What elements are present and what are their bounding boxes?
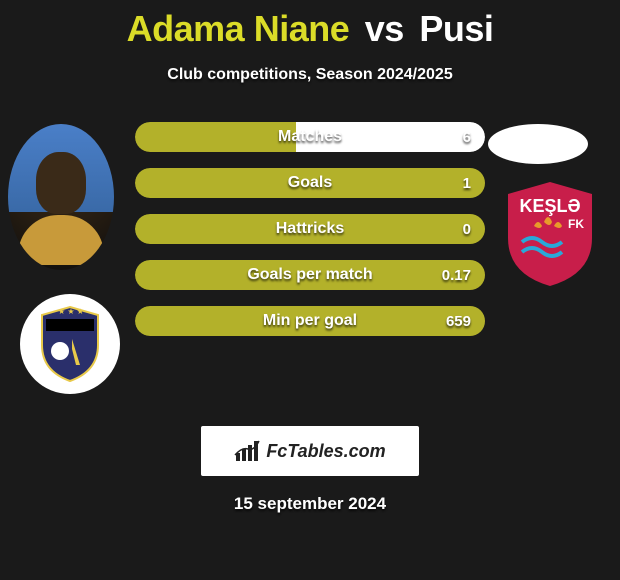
player2-avatar	[488, 124, 588, 164]
svg-text:★ ★ ★: ★ ★ ★	[58, 307, 84, 316]
player2-name: Pusi	[419, 8, 493, 49]
player2-club-crest: KEŞLƏ FK	[500, 174, 600, 294]
brand-text: FcTables.com	[266, 441, 385, 462]
shield-icon: KEŞLƏ FK	[502, 178, 598, 290]
brand-logo-box: FcTables.com	[201, 426, 419, 476]
bar-track	[135, 260, 485, 290]
bar-track	[135, 214, 485, 244]
stat-row: Hattricks0	[135, 214, 485, 244]
stat-row: Goals per match0.17	[135, 260, 485, 290]
subtitle-text: Club competitions, Season 2024/2025	[0, 66, 620, 84]
bar-segment-left	[135, 122, 296, 152]
avatar-shoulders	[18, 215, 104, 265]
stat-row: Matches6	[135, 122, 485, 152]
shield-icon: ★ ★ ★	[36, 305, 104, 383]
stat-row: Goals1	[135, 168, 485, 198]
stats-bars: Matches6 Goals1 Hattricks0 Goals per match0…	[135, 122, 485, 352]
bar-track	[135, 122, 485, 152]
player1-avatar	[8, 124, 114, 270]
crest-text: KEŞLƏ	[519, 196, 580, 216]
crest-subtext: FK	[568, 217, 584, 231]
date-text: 15 september 2024	[0, 494, 620, 514]
bar-segment-right	[296, 122, 485, 152]
vs-text: vs	[365, 8, 404, 49]
comparison-title: Adama Niane vs Pusi	[0, 0, 620, 50]
comparison-content: ★ ★ ★ KEŞLƏ FK Matches6 Goals1 Hattricks0 G…	[0, 114, 620, 394]
avatar-head	[36, 152, 86, 214]
bar-track	[135, 306, 485, 336]
player1-name: Adama Niane	[127, 8, 350, 49]
bar-track	[135, 168, 485, 198]
bar-segment-left	[135, 260, 485, 290]
bar-chart-icon	[234, 439, 260, 463]
bar-segment-left	[135, 214, 485, 244]
bar-segment-left	[135, 306, 485, 336]
bar-segment-left	[135, 168, 485, 198]
stat-row: Min per goal659	[135, 306, 485, 336]
player1-club-crest: ★ ★ ★	[20, 294, 120, 394]
